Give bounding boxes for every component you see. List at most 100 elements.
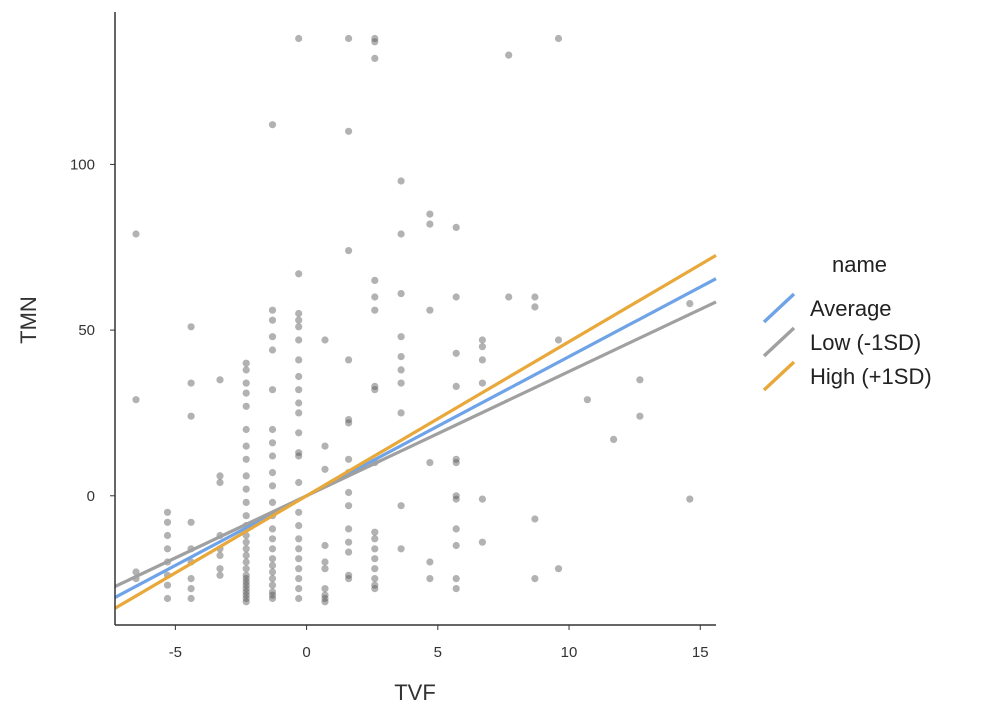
data-point-1 (132, 396, 140, 404)
data-point-161 (426, 558, 434, 566)
data-point-79 (268, 591, 277, 599)
data-point-40 (242, 512, 250, 520)
data-point-187 (554, 34, 563, 43)
data-point-146 (371, 585, 379, 593)
data-point-78 (268, 588, 277, 596)
data-point-116 (345, 127, 353, 135)
data-point-85 (295, 323, 303, 331)
data-point-152 (397, 366, 405, 374)
data-point-34 (242, 425, 250, 434)
data-point-44 (242, 545, 250, 553)
data-point-106 (321, 442, 329, 450)
data-point-113 (321, 594, 329, 603)
data-point-80 (268, 594, 277, 603)
legend-key-0 (762, 292, 796, 324)
y-tick-label-0: 0 (87, 488, 95, 505)
data-point-18 (187, 575, 195, 583)
data-point-164 (452, 293, 460, 301)
fit-line-high-1sd (114, 254, 717, 610)
data-point-64 (268, 439, 277, 447)
data-point-56 (242, 598, 250, 606)
data-point-11 (163, 594, 172, 603)
data-point-28 (216, 571, 224, 579)
data-point-125 (345, 525, 353, 533)
data-point-54 (242, 591, 250, 599)
data-point-95 (295, 478, 303, 487)
x-ticks: -5 0 5 10 15 (169, 625, 709, 661)
x-tick-label-2: 5 (434, 644, 442, 661)
x-tick-label-3: 10 (561, 644, 578, 661)
data-point-35 (242, 442, 250, 450)
data-point-75 (268, 568, 277, 576)
data-point-173 (452, 575, 460, 583)
data-point-168 (452, 459, 460, 467)
data-point-166 (452, 382, 460, 390)
data-point-186 (531, 575, 539, 583)
legend-label-0: Average (810, 296, 892, 321)
y-axis-title: TMN (16, 296, 41, 344)
data-point-94 (295, 452, 303, 460)
data-point-130 (371, 34, 379, 43)
data-point-83 (295, 309, 303, 318)
data-point-33 (242, 402, 250, 410)
data-point-178 (478, 379, 486, 387)
data-point-189 (554, 565, 563, 573)
data-point-143 (371, 565, 379, 573)
data-point-177 (478, 356, 486, 364)
data-point-134 (371, 293, 379, 301)
data-point-23 (216, 478, 224, 487)
data-point-10 (163, 581, 172, 589)
data-point-0 (132, 230, 140, 238)
data-point-21 (216, 376, 224, 384)
x-tick-label-1: 0 (302, 644, 310, 661)
data-point-120 (345, 419, 353, 427)
data-point-5 (163, 518, 172, 526)
data-point-157 (426, 210, 434, 218)
data-point-104 (295, 594, 303, 603)
data-point-170 (452, 495, 460, 503)
y-tick-label-1: 50 (78, 322, 95, 339)
data-point-176 (478, 343, 486, 351)
data-point-63 (268, 425, 277, 434)
data-point-153 (397, 379, 405, 387)
data-point-59 (268, 316, 277, 324)
data-point-193 (636, 412, 644, 420)
data-point-62 (268, 386, 277, 394)
data-point-135 (371, 306, 379, 314)
data-point-36 (242, 455, 250, 463)
fit-line-average (114, 277, 717, 599)
data-point-101 (295, 565, 303, 573)
data-point-70 (268, 525, 277, 533)
data-point-188 (554, 336, 563, 344)
data-point-77 (268, 581, 277, 589)
data-point-141 (371, 545, 379, 553)
data-point-109 (321, 558, 329, 566)
data-point-38 (242, 485, 250, 493)
data-point-124 (345, 502, 353, 510)
data-point-97 (295, 522, 303, 530)
data-point-129 (345, 575, 353, 583)
data-point-180 (478, 538, 486, 546)
data-point-26 (216, 551, 224, 560)
data-point-68 (268, 498, 277, 506)
data-point-52 (242, 585, 250, 593)
data-point-93 (295, 449, 303, 457)
data-point-110 (321, 565, 329, 573)
data-point-88 (295, 372, 303, 381)
data-point-155 (397, 502, 405, 510)
data-point-127 (345, 548, 353, 556)
x-tick-label-4: 15 (692, 644, 709, 661)
data-point-148 (397, 230, 405, 238)
data-point-46 (242, 558, 250, 566)
data-point-194 (686, 300, 694, 308)
data-point-65 (268, 452, 277, 460)
data-point-32 (242, 389, 250, 397)
data-point-72 (268, 545, 277, 553)
data-point-160 (426, 459, 434, 467)
data-point-144 (371, 575, 379, 583)
data-point-185 (531, 515, 539, 523)
data-point-103 (295, 585, 303, 593)
data-point-74 (268, 561, 277, 570)
data-point-7 (163, 545, 172, 553)
data-point-13 (187, 379, 195, 387)
